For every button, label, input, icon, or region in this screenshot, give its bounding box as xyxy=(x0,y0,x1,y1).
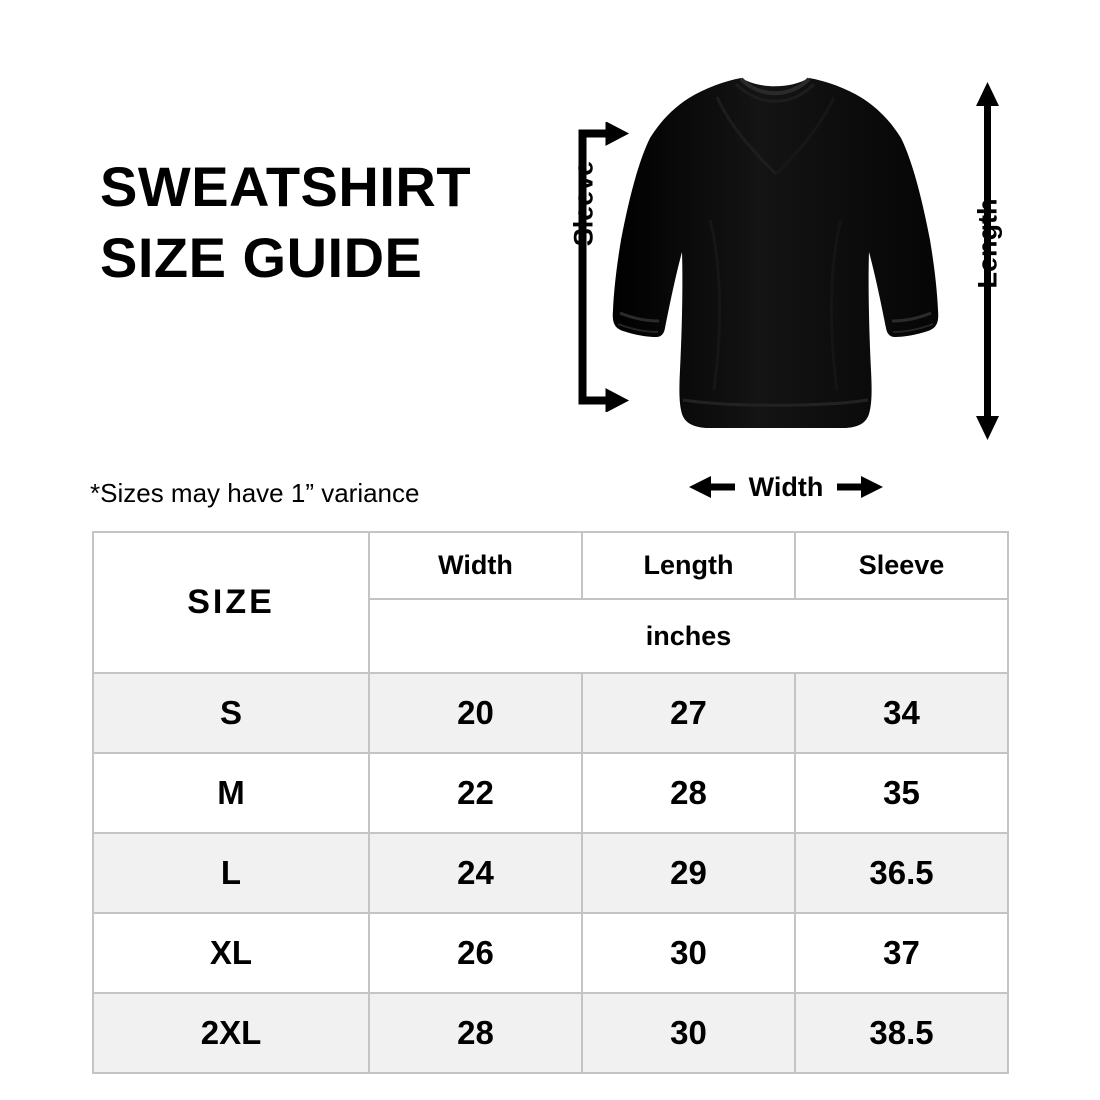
cell-size: M xyxy=(92,752,370,834)
title-line-2: SIZE GUIDE xyxy=(100,225,423,289)
cell-size: 2XL xyxy=(92,992,370,1074)
cell-sleeve: 38.5 xyxy=(794,992,1009,1074)
cell-length: 28 xyxy=(581,752,796,834)
table-row: S 20 27 34 xyxy=(92,672,1009,754)
table-row: M 22 28 35 xyxy=(92,752,1009,834)
table-header-row-unit: inches xyxy=(93,598,1009,674)
table-header-row-measures: SIZE Width Length Sleeve xyxy=(92,531,1009,674)
cell-length: 29 xyxy=(581,832,796,914)
table-row: L 24 29 36.5 xyxy=(92,832,1009,914)
header-size: SIZE xyxy=(92,531,370,674)
cell-sleeve: 36.5 xyxy=(794,832,1009,914)
cell-sleeve: 37 xyxy=(794,912,1009,994)
title-line-1: SWEATSHIRT xyxy=(100,155,472,218)
header-length: Length xyxy=(581,531,796,600)
sleeve-measure-arrow-icon xyxy=(566,122,632,412)
cell-length: 30 xyxy=(581,992,796,1074)
cell-size: XL xyxy=(92,912,370,994)
header-width: Width xyxy=(368,531,583,600)
cell-width: 28 xyxy=(368,992,583,1074)
header-sleeve: Sleeve xyxy=(794,531,1009,600)
cell-width: 24 xyxy=(368,832,583,914)
cell-sleeve: 35 xyxy=(794,752,1009,834)
table-row: XL 26 30 37 xyxy=(92,912,1009,994)
cell-width: 20 xyxy=(368,672,583,754)
cell-length: 30 xyxy=(581,912,796,994)
cell-length: 27 xyxy=(581,672,796,754)
size-chart-table: SIZE Width Length Sleeve inches S 20 27 … xyxy=(92,531,1009,1074)
cell-size: L xyxy=(92,832,370,914)
cell-sleeve: 34 xyxy=(794,672,1009,754)
width-measure-label: Width xyxy=(748,471,824,502)
table-row: 2XL 28 30 38.5 xyxy=(92,992,1009,1074)
sleeve-measure-label: Sleeve xyxy=(568,160,599,247)
page-title: SWEATSHIRT SIZE GUIDE xyxy=(100,152,560,293)
sweatshirt-graphic xyxy=(610,70,940,440)
garment-illustration: Sleeve xyxy=(548,60,1068,510)
length-measure-label: Length xyxy=(972,198,1003,289)
cell-size: S xyxy=(92,672,370,754)
length-measure-arrow-icon xyxy=(968,82,1008,440)
header-unit: inches xyxy=(368,598,1009,674)
variance-note: *Sizes may have 1” variance xyxy=(90,478,420,508)
width-measure-arrow-icon: Width xyxy=(656,465,916,509)
cell-width: 22 xyxy=(368,752,583,834)
cell-width: 26 xyxy=(368,912,583,994)
